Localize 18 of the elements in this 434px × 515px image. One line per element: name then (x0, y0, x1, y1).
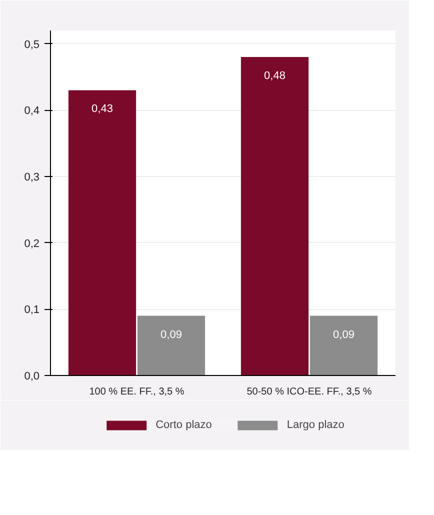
bar (68, 90, 136, 376)
data-label: 0,09 (333, 328, 354, 341)
legend-label: Corto plazo (156, 419, 212, 431)
y-tick-label: 0,3 (24, 171, 40, 184)
bar (240, 57, 309, 376)
data-label: 0,09 (160, 328, 182, 341)
y-tick-label: 0,0 (24, 370, 40, 382)
y-tick-label: 0,1 (24, 304, 40, 316)
y-tick-label: 0,5 (24, 38, 40, 51)
data-label: 0,43 (92, 103, 113, 116)
y-tick-label: 0,2 (24, 238, 40, 250)
x-tick-label: 100 % EE. FF., 3,5 % (89, 386, 184, 398)
y-tick-label: 0,4 (24, 105, 40, 118)
bar (137, 316, 206, 376)
bar (310, 316, 378, 376)
x-tick-label: 50-50 % ICO-EE. FF., 3,5 % (246, 386, 372, 398)
data-label: 0,48 (264, 70, 286, 82)
legend-label: Largo plazo (286, 419, 344, 431)
